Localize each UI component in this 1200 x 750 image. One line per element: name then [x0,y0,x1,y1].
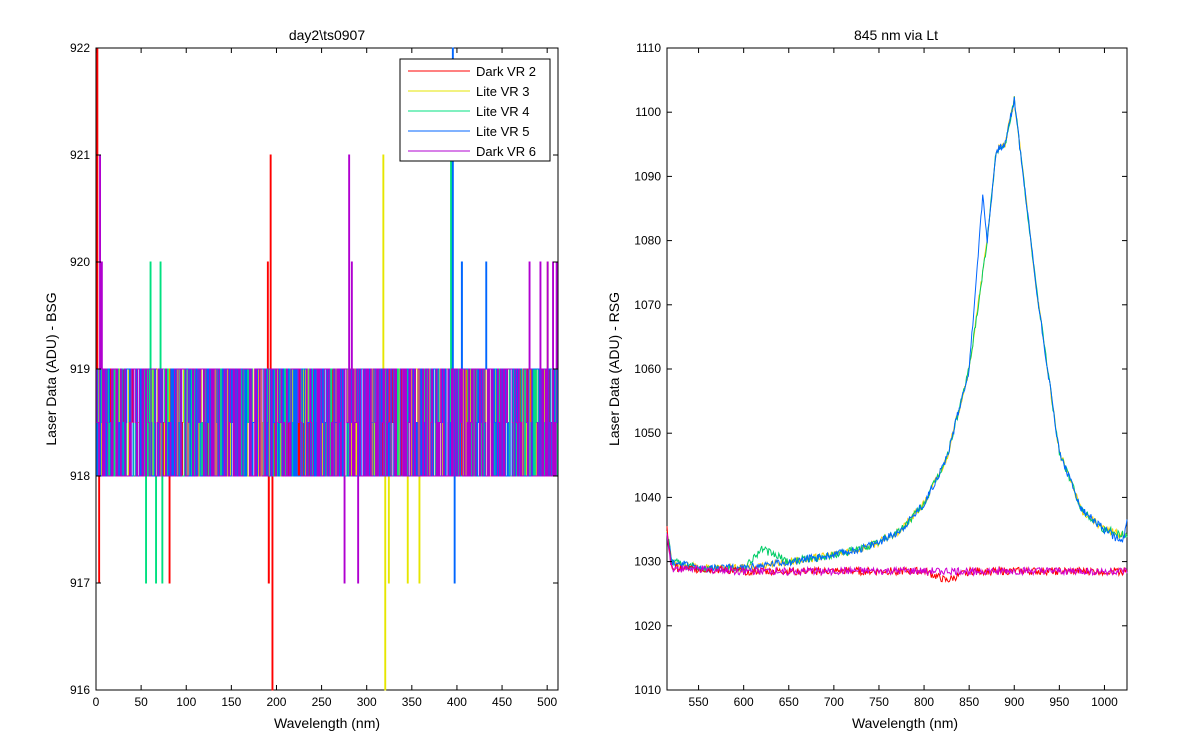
y-tick-label: 916 [70,683,90,697]
y-tick-label: 922 [70,41,90,55]
x-tick-label: 1000 [1091,695,1118,709]
series-line-dark-vr-6 [96,154,558,584]
right-ticks-group: 550 600 650 700 750 800 850 900 950 1000 1010 1020 1… [634,41,1127,709]
y-tick-label: 1070 [634,298,661,312]
y-tick-label: 1050 [634,426,661,440]
y-tick-label: 921 [70,148,90,162]
y-tick-label: 1080 [634,234,661,248]
x-tick-label: 500 [537,695,557,709]
x-tick-label: 950 [1049,695,1069,709]
left-ticks-group: 0 50 100 150 200 250 300 350 400 450 500 916 917 918 9… [70,41,558,709]
series-line [666,533,1128,577]
y-tick-label: 919 [70,362,90,376]
left-x-axis-label: Wavelength (nm) [274,715,380,731]
x-tick-label: 150 [221,695,241,709]
left-series-group [96,47,558,691]
y-tick-label: 1100 [635,105,661,119]
right-subplot: 845 nm via Lt 550 600 650 700 750 800 850 900 95… [606,27,1128,731]
x-tick-label: 400 [447,695,467,709]
x-tick-label: 200 [266,695,286,709]
x-tick-label: 750 [869,695,889,709]
y-tick-label: 1030 [634,555,661,569]
x-tick-label: 700 [824,695,844,709]
y-tick-label: 1060 [634,362,661,376]
right-plot-title: 845 nm via Lt [854,27,938,43]
x-tick-label: 550 [689,695,709,709]
y-tick-label: 917 [70,576,90,590]
left-plot-title: day2\ts0907 [289,27,365,43]
left-subplot: day2\ts0907 0 50 100 150 200 250 300 350 400 450 5… [43,27,559,731]
x-tick-label: 600 [734,695,754,709]
legend-entry: Dark VR 6 [476,144,536,159]
right-series-group [666,95,1128,583]
right-y-axis-label: Laser Data (ADU) - RSG [606,292,622,446]
x-tick-label: 300 [357,695,377,709]
x-tick-label: 650 [779,695,799,709]
x-tick-label: 250 [312,695,332,709]
legend-entry: Lite VR 3 [476,84,529,99]
x-tick-label: 900 [1004,695,1024,709]
left-legend: Dark VR 2 Lite VR 3 Lite VR 4 Lite VR 5 Dark… [399,58,551,162]
legend-entry: Lite VR 5 [476,124,529,139]
x-tick-label: 100 [176,695,196,709]
y-tick-label: 920 [70,255,90,269]
y-tick-label: 1040 [634,490,661,504]
legend-entry: Dark VR 2 [476,64,536,79]
legend-entry: Lite VR 4 [476,104,529,119]
x-tick-label: 50 [134,695,148,709]
y-tick-label: 1090 [634,169,661,183]
right-x-axis-label: Wavelength (nm) [852,715,958,731]
y-tick-label: 1110 [636,41,661,55]
x-tick-label: 0 [93,695,100,709]
x-tick-label: 800 [914,695,934,709]
x-tick-label: 850 [959,695,979,709]
left-y-axis-label: Laser Data (ADU) - BSG [43,292,59,445]
series-line [666,96,1128,574]
x-tick-label: 350 [402,695,422,709]
x-tick-label: 450 [492,695,512,709]
legend-box [399,58,551,162]
y-tick-label: 918 [70,469,90,483]
y-tick-label: 1020 [634,619,661,633]
right-axes-frame [666,47,1128,691]
y-tick-label: 1010 [634,683,661,697]
